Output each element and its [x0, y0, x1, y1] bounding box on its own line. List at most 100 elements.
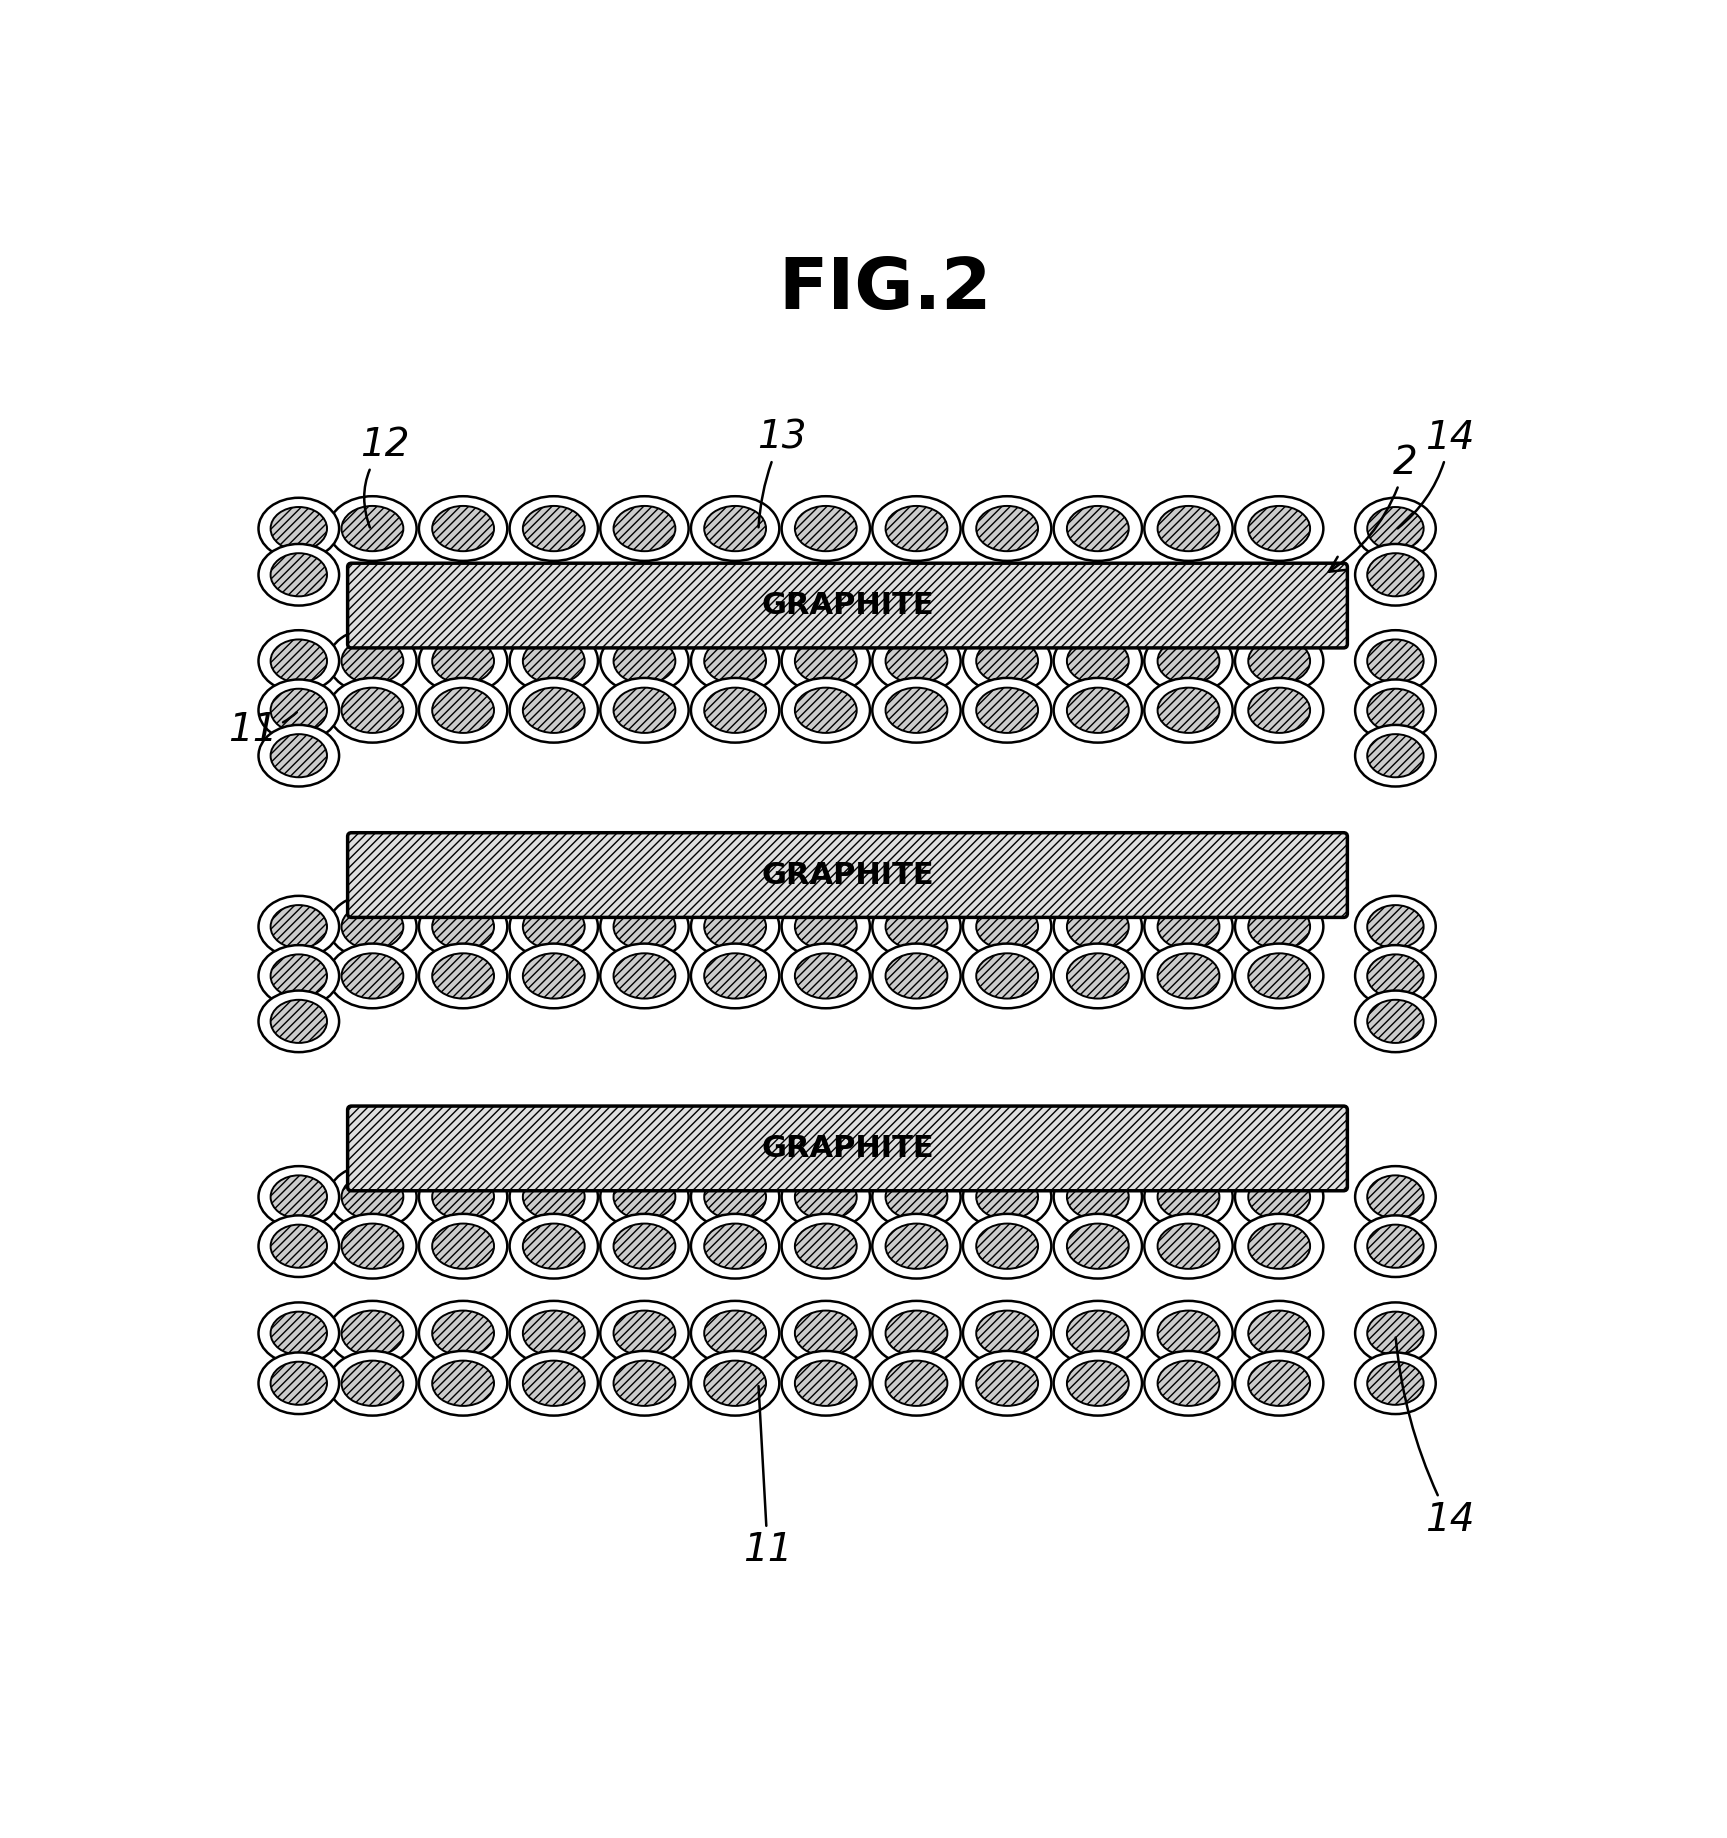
FancyBboxPatch shape — [347, 1106, 1347, 1191]
Ellipse shape — [1053, 678, 1142, 743]
Ellipse shape — [420, 1165, 508, 1230]
Ellipse shape — [509, 1351, 598, 1415]
Ellipse shape — [1235, 1301, 1323, 1366]
Ellipse shape — [342, 904, 404, 948]
Ellipse shape — [259, 630, 338, 691]
Ellipse shape — [342, 687, 404, 733]
Ellipse shape — [1249, 1310, 1311, 1356]
Ellipse shape — [1356, 544, 1435, 605]
Ellipse shape — [613, 505, 675, 551]
Ellipse shape — [259, 680, 338, 741]
Text: 13: 13 — [756, 419, 807, 528]
Ellipse shape — [342, 638, 404, 684]
Ellipse shape — [342, 1310, 404, 1356]
Ellipse shape — [1157, 1360, 1219, 1406]
Text: 12: 12 — [359, 426, 409, 528]
Ellipse shape — [1157, 954, 1219, 998]
Ellipse shape — [976, 1310, 1038, 1356]
Ellipse shape — [271, 733, 326, 777]
Text: 14: 14 — [1395, 1338, 1475, 1538]
Ellipse shape — [259, 991, 338, 1051]
Ellipse shape — [886, 687, 948, 733]
Ellipse shape — [328, 1165, 416, 1230]
Ellipse shape — [872, 1213, 960, 1279]
Ellipse shape — [1067, 687, 1129, 733]
Ellipse shape — [1067, 1310, 1129, 1356]
Ellipse shape — [782, 1213, 870, 1279]
Ellipse shape — [1249, 1360, 1311, 1406]
Ellipse shape — [271, 1174, 326, 1219]
Ellipse shape — [432, 1310, 494, 1356]
Ellipse shape — [1157, 1224, 1219, 1268]
Ellipse shape — [601, 895, 689, 959]
Ellipse shape — [705, 1174, 767, 1220]
Ellipse shape — [271, 1224, 326, 1268]
Text: FIG.2: FIG.2 — [777, 255, 991, 323]
Ellipse shape — [691, 1213, 779, 1279]
Ellipse shape — [432, 904, 494, 948]
Ellipse shape — [328, 943, 416, 1009]
Ellipse shape — [794, 1174, 857, 1220]
Ellipse shape — [271, 904, 326, 948]
FancyBboxPatch shape — [347, 562, 1347, 649]
Text: 11: 11 — [228, 711, 297, 750]
Ellipse shape — [523, 1224, 585, 1268]
Ellipse shape — [1368, 1174, 1423, 1219]
Ellipse shape — [342, 505, 404, 551]
Ellipse shape — [886, 1360, 948, 1406]
Ellipse shape — [259, 945, 338, 1007]
Ellipse shape — [1235, 629, 1323, 693]
Ellipse shape — [964, 496, 1052, 561]
Ellipse shape — [271, 689, 326, 732]
Ellipse shape — [432, 954, 494, 998]
Ellipse shape — [1067, 638, 1129, 684]
Ellipse shape — [1067, 1174, 1129, 1220]
Ellipse shape — [271, 507, 326, 550]
Ellipse shape — [1053, 1165, 1142, 1230]
Ellipse shape — [1356, 945, 1435, 1007]
Ellipse shape — [1356, 680, 1435, 741]
Ellipse shape — [794, 904, 857, 948]
Ellipse shape — [886, 1224, 948, 1268]
Ellipse shape — [1067, 1360, 1129, 1406]
Ellipse shape — [782, 943, 870, 1009]
Ellipse shape — [872, 629, 960, 693]
Ellipse shape — [1145, 943, 1233, 1009]
Ellipse shape — [705, 505, 767, 551]
Ellipse shape — [794, 1310, 857, 1356]
Ellipse shape — [1053, 496, 1142, 561]
Ellipse shape — [1356, 991, 1435, 1051]
Ellipse shape — [1368, 507, 1423, 550]
Ellipse shape — [691, 943, 779, 1009]
Ellipse shape — [601, 496, 689, 561]
Ellipse shape — [782, 895, 870, 959]
Ellipse shape — [872, 943, 960, 1009]
Ellipse shape — [1145, 1301, 1233, 1366]
Ellipse shape — [1053, 1213, 1142, 1279]
Ellipse shape — [691, 678, 779, 743]
Ellipse shape — [432, 687, 494, 733]
Ellipse shape — [872, 895, 960, 959]
Ellipse shape — [1368, 1224, 1423, 1268]
Ellipse shape — [1368, 954, 1423, 998]
Ellipse shape — [964, 678, 1052, 743]
Ellipse shape — [691, 1165, 779, 1230]
Ellipse shape — [328, 678, 416, 743]
Ellipse shape — [1368, 904, 1423, 948]
Ellipse shape — [509, 1213, 598, 1279]
Ellipse shape — [1235, 678, 1323, 743]
Ellipse shape — [509, 496, 598, 561]
Ellipse shape — [509, 895, 598, 959]
Ellipse shape — [1053, 895, 1142, 959]
Ellipse shape — [1053, 1351, 1142, 1415]
Ellipse shape — [1157, 1174, 1219, 1220]
Ellipse shape — [601, 629, 689, 693]
Ellipse shape — [1356, 1165, 1435, 1228]
Ellipse shape — [259, 544, 338, 605]
Ellipse shape — [976, 505, 1038, 551]
Ellipse shape — [259, 1303, 338, 1364]
Ellipse shape — [601, 1213, 689, 1279]
Ellipse shape — [271, 1312, 326, 1355]
Ellipse shape — [1053, 943, 1142, 1009]
Ellipse shape — [259, 1165, 338, 1228]
